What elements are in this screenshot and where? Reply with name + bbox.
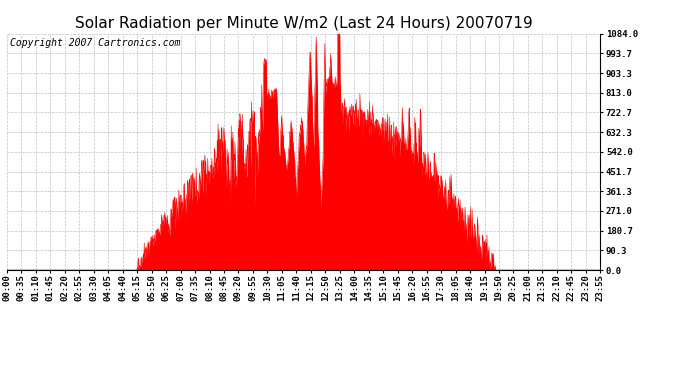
Title: Solar Radiation per Minute W/m2 (Last 24 Hours) 20070719: Solar Radiation per Minute W/m2 (Last 24… [75, 16, 533, 31]
Text: Copyright 2007 Cartronics.com: Copyright 2007 Cartronics.com [10, 39, 180, 48]
